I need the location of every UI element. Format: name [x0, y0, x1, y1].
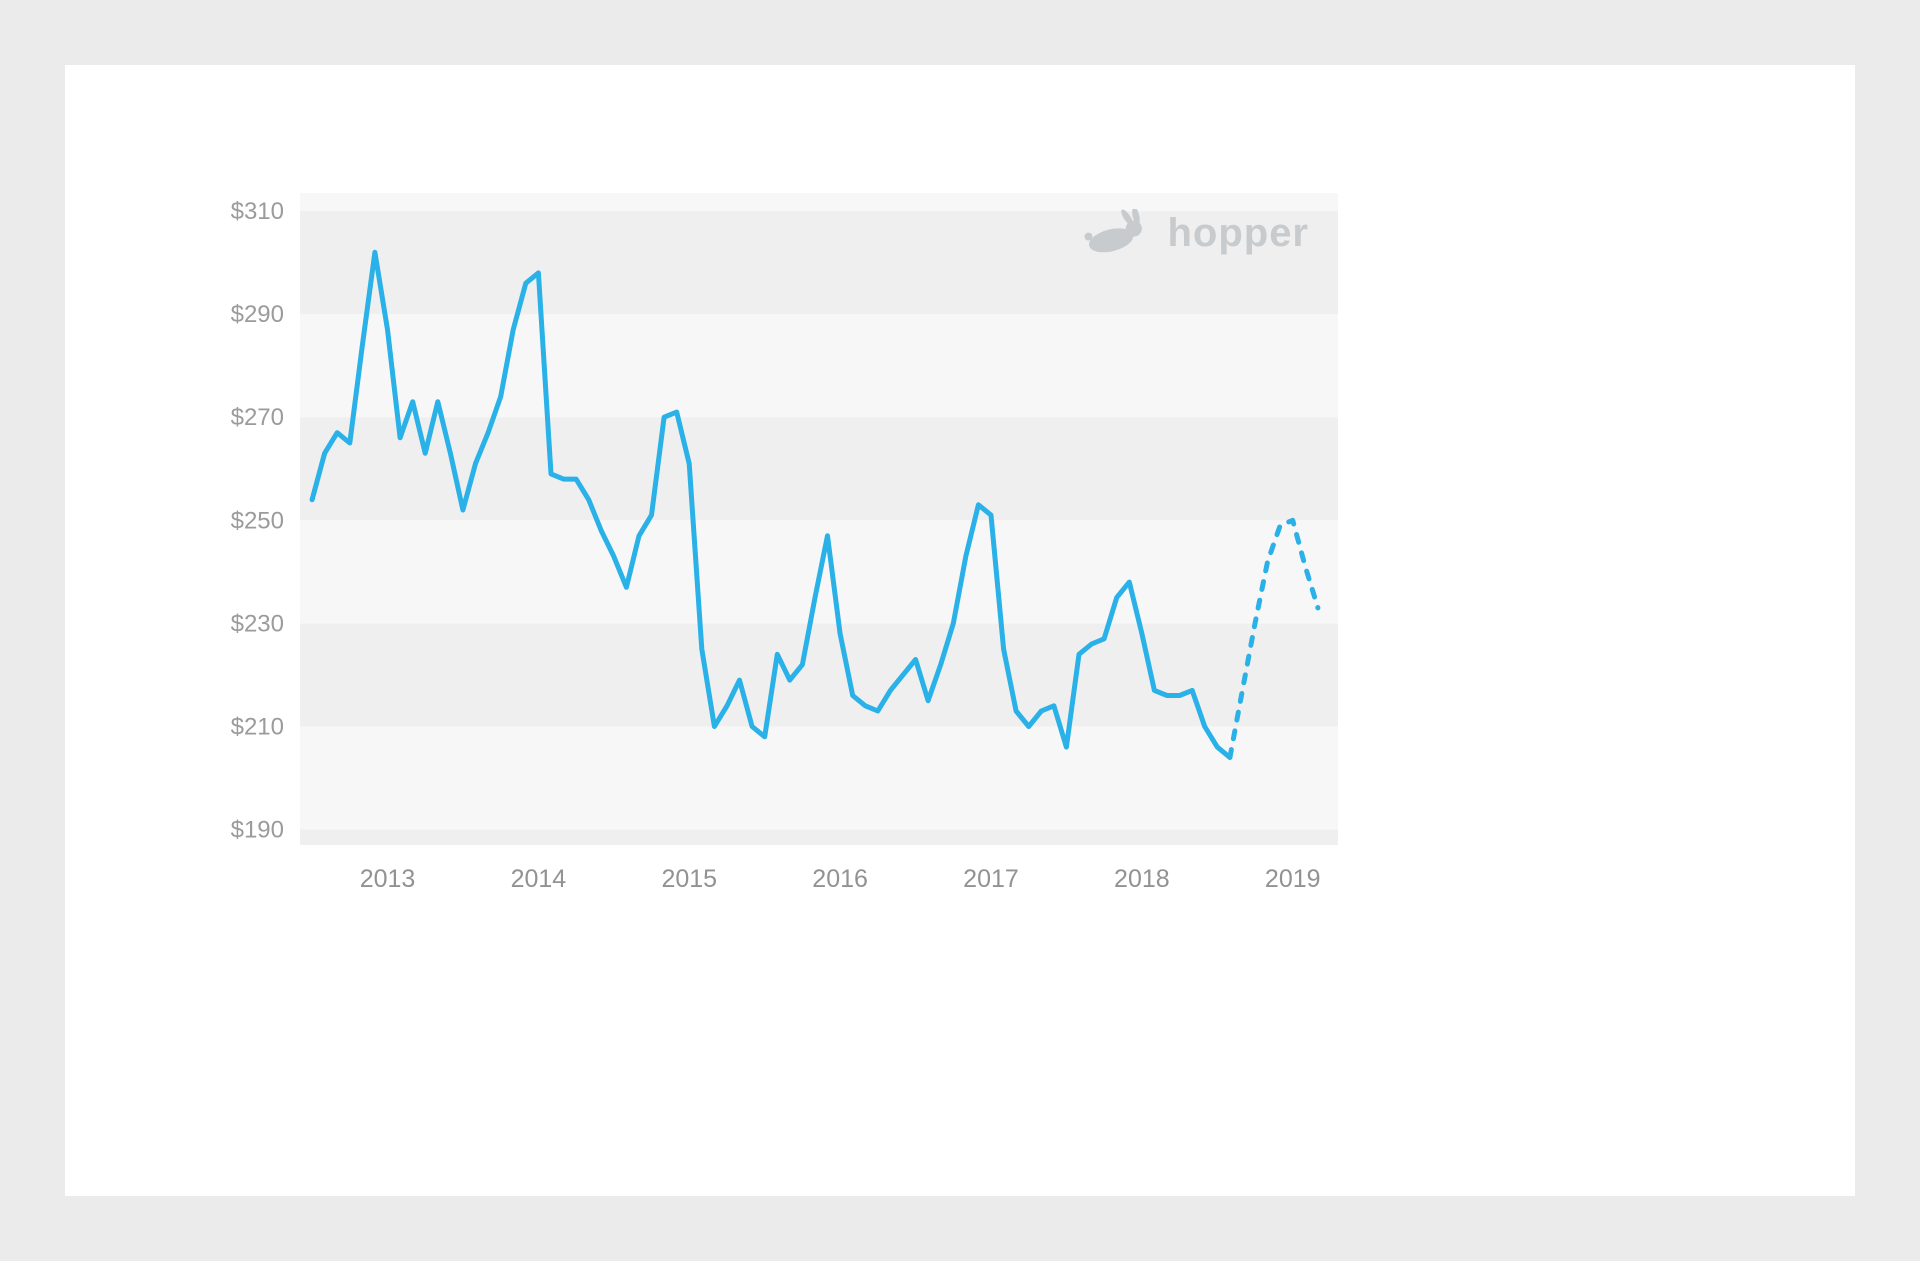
x-axis-tick-label: 2014: [511, 865, 567, 893]
chart-card: $190 $210 $230 $250 $270 $290 $310 2013 2014 2015…: [65, 65, 1855, 1196]
x-axis-tick-label: 2013: [360, 865, 416, 893]
x-axis-tick-label: 2017: [963, 865, 1019, 893]
y-axis-tick-label: $270: [231, 404, 284, 431]
observed-price-line: [309, 249, 1233, 760]
y-axis-tick-label: $190: [231, 817, 284, 844]
y-axis-tick-label: $230: [231, 610, 284, 637]
y-axis-tick-label: $290: [231, 301, 284, 328]
x-axis-tick-label: 2019: [1265, 865, 1321, 893]
background-band: [300, 829, 1338, 845]
background-band: [300, 211, 1338, 315]
hopper-bunny-icon: [1084, 209, 1143, 253]
background-band: [300, 623, 1338, 727]
y-axis-tick-label: $210: [231, 713, 284, 740]
hopper-logo: hopper: [1079, 209, 1309, 257]
x-axis-tick-label: 2016: [812, 865, 868, 893]
y-axis-tick-label: $250: [231, 507, 284, 534]
background-band: [300, 193, 1338, 212]
airfare-price-chart: $190 $210 $230 $250 $270 $290 $310 2013 2014 2015…: [225, 193, 1345, 908]
background-band: [300, 314, 1338, 418]
forecast-price-line: [1227, 517, 1321, 760]
background-band: [300, 726, 1338, 830]
x-axis-tick-label: 2015: [661, 865, 717, 893]
hopper-logo-text: hopper: [1167, 211, 1309, 255]
chart-canvas: $190 $210 $230 $250 $270 $290 $310 2013 2014 2015…: [231, 193, 1338, 893]
y-axis-tick-label: $310: [231, 198, 284, 225]
x-axis-tick-label: 2018: [1114, 865, 1170, 893]
